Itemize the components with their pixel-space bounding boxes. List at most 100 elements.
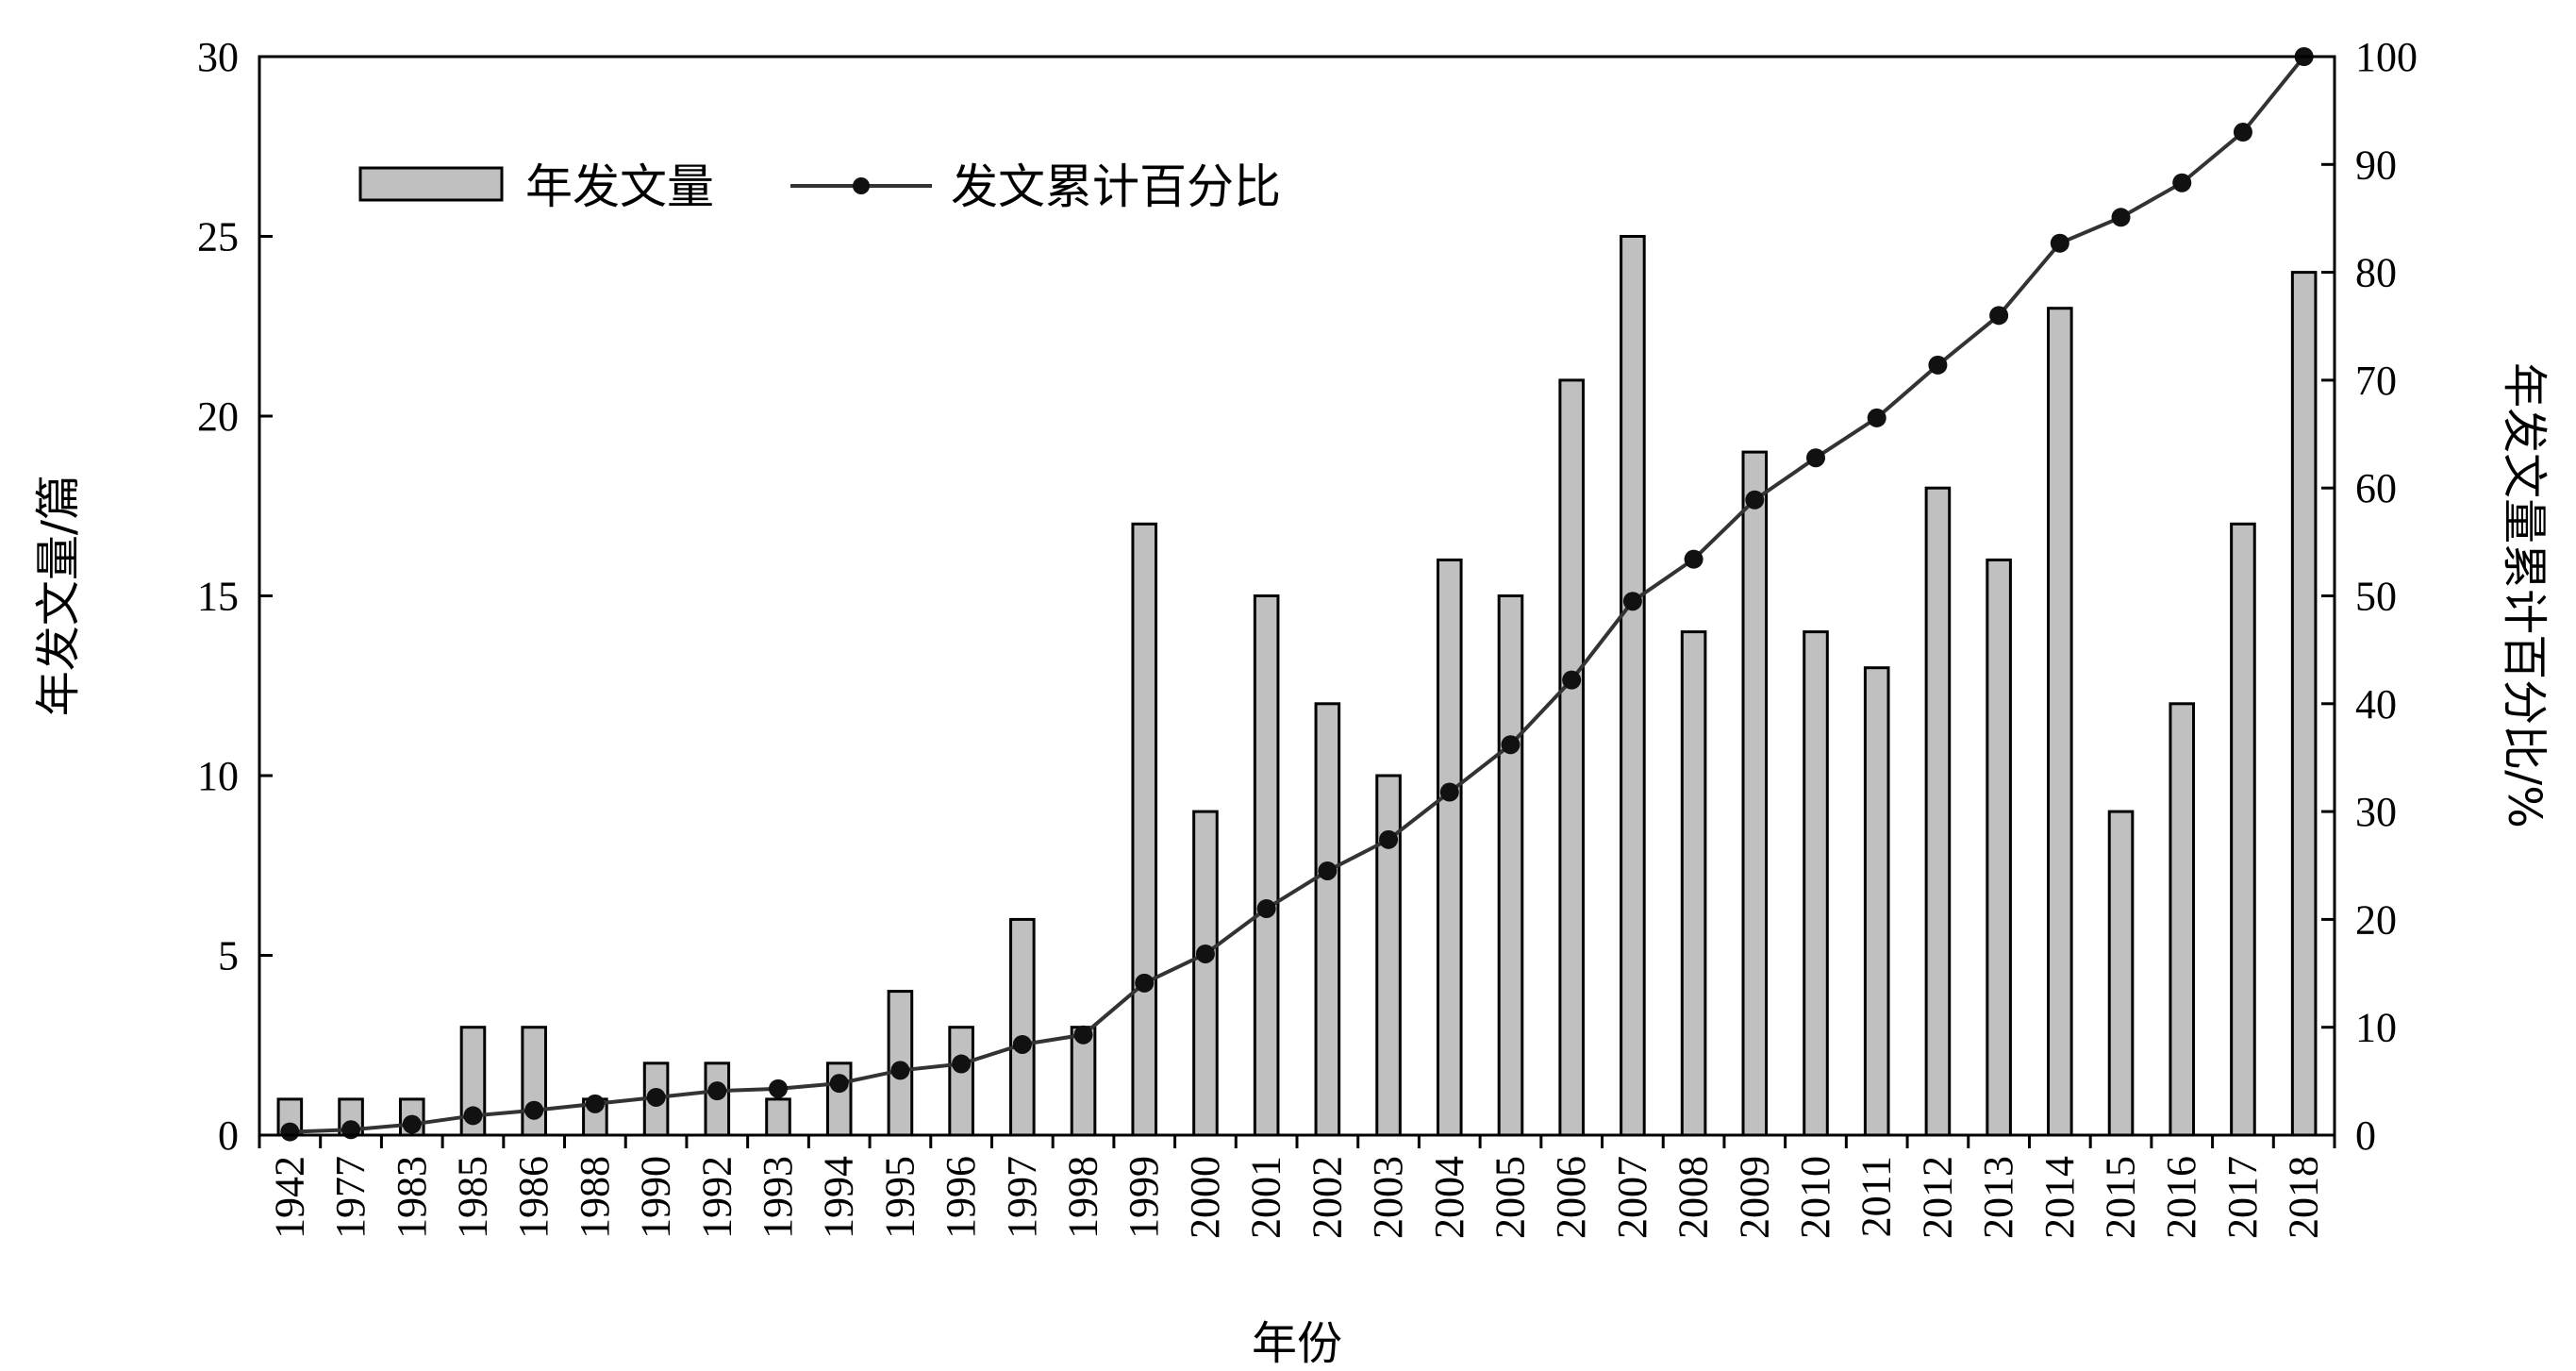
x-tick-label: 1988 [572, 1156, 618, 1239]
y2-tick-label: 70 [2355, 358, 2397, 404]
point-1993 [769, 1078, 788, 1098]
y2-tick-label: 30 [2355, 789, 2397, 835]
left-axis: 0 5 10 15 20 25 30 [197, 34, 273, 1159]
point-1996 [952, 1054, 972, 1074]
point-2016 [2172, 173, 2192, 192]
point-1997 [1012, 1034, 1032, 1054]
x-tick-label: 2009 [1731, 1156, 1777, 1239]
bar-2010 [1803, 630, 1829, 1137]
right-axis: 0 10 20 30 40 50 60 70 80 90 100 [2321, 34, 2418, 1159]
point-1999 [1135, 973, 1155, 993]
point-2013 [1989, 306, 2009, 326]
x-tick-label: 2017 [2219, 1156, 2266, 1239]
bar-1993 [765, 1097, 791, 1137]
x-tick-label: 1977 [327, 1156, 374, 1239]
x-tick-label: 1985 [449, 1156, 495, 1239]
x-tick-label: 2014 [2036, 1156, 2083, 1239]
y-axis-title: 年发文量/篇 [32, 475, 85, 716]
bars-group [276, 235, 2318, 1137]
bar-2015 [2107, 810, 2135, 1137]
point-1995 [890, 1061, 910, 1080]
point-2008 [1684, 549, 1703, 569]
point-2017 [2233, 123, 2252, 142]
x-tick-label: 2003 [1365, 1156, 1411, 1239]
y2-tick-label: 40 [2355, 681, 2397, 727]
bar-2009 [1741, 450, 1769, 1137]
y-tick-label: 20 [197, 393, 239, 440]
bar-2016 [2169, 702, 2196, 1137]
point-2015 [2111, 208, 2131, 227]
bar-2001 [1253, 594, 1280, 1137]
point-2011 [1867, 408, 1886, 427]
y2-tick-label: 50 [2355, 574, 2397, 620]
point-2010 [1806, 448, 1825, 468]
bar-2017 [2230, 522, 2256, 1137]
point-2002 [1318, 861, 1338, 880]
x-tick-label: 2001 [1243, 1156, 1289, 1239]
x-tick-label: 2013 [1975, 1156, 2021, 1239]
x-tick-label: 1997 [999, 1156, 1045, 1239]
point-1942 [280, 1122, 300, 1142]
point-2001 [1256, 898, 1276, 918]
x-axis: 1942 1977 1983 1985 1986 1988 1990 1992 1993 1994… [258, 1135, 2336, 1239]
bar-2012 [1924, 486, 1952, 1137]
y-tick-label: 0 [218, 1112, 239, 1159]
point-2009 [1745, 490, 1765, 510]
point-1986 [524, 1100, 544, 1120]
legend-bar-label: 年发文量 [525, 159, 714, 214]
x-axis-title: 年份 [1252, 1317, 1342, 1370]
x-tick-label: 2005 [1487, 1156, 1533, 1239]
x-tick-label: 2006 [1548, 1156, 1594, 1239]
x-tick-label: 1995 [876, 1156, 922, 1239]
x-tick-label: 2011 [1853, 1156, 1900, 1237]
y-tick-label: 25 [197, 214, 239, 260]
x-tick-label: 1983 [389, 1156, 435, 1239]
legend-bar-swatch [358, 166, 504, 202]
point-1992 [707, 1081, 727, 1101]
x-tick-label: 1986 [510, 1156, 557, 1239]
bar-1992 [704, 1062, 731, 1137]
x-tick-label: 1994 [816, 1156, 862, 1239]
bar-2007 [1620, 235, 1646, 1137]
y2-tick-label: 0 [2355, 1112, 2376, 1159]
legend-line-label: 发文累计百分比 [951, 159, 1281, 214]
point-1998 [1073, 1025, 1093, 1045]
x-tick-label: 1996 [938, 1156, 984, 1239]
line-series-group [280, 47, 2314, 1142]
bar-2002 [1314, 702, 1341, 1137]
x-tick-label: 1999 [1121, 1156, 1167, 1239]
bar-2011 [1863, 666, 1890, 1137]
x-tick-label: 2010 [1792, 1156, 1838, 1239]
point-2012 [1928, 355, 1948, 375]
bar-2000 [1192, 810, 1219, 1137]
x-tick-label: 1998 [1060, 1156, 1106, 1239]
bar-2018 [2290, 271, 2318, 1137]
point-1994 [829, 1074, 849, 1094]
y2-tick-label: 100 [2355, 34, 2418, 80]
bar-2008 [1680, 630, 1707, 1137]
legend: 年发文量 发文累计百分比 [358, 159, 1281, 214]
point-2014 [2050, 233, 2069, 253]
bar-1996 [948, 1026, 974, 1137]
x-tick-label: 1992 [693, 1156, 740, 1239]
point-1983 [402, 1114, 422, 1134]
x-tick-label: 2012 [1914, 1156, 1960, 1239]
y2-tick-label: 60 [2355, 465, 2397, 511]
bar-2014 [2047, 307, 2073, 1137]
y2-tick-label: 80 [2355, 250, 2397, 296]
bar-2003 [1375, 774, 1402, 1137]
x-tick-label: 2000 [1182, 1156, 1228, 1239]
bar-2013 [1986, 558, 2012, 1137]
y2-tick-label: 90 [2355, 142, 2397, 188]
point-1990 [646, 1087, 666, 1107]
bar-1997 [1009, 917, 1036, 1137]
plot-frame [258, 55, 2336, 1137]
bar-1999 [1131, 522, 1158, 1137]
cumulative-percent-line [290, 55, 2306, 1134]
y-tick-label: 10 [197, 753, 239, 799]
x-tick-label: 2015 [2098, 1156, 2144, 1239]
x-tick-label: 2008 [1670, 1156, 1717, 1239]
point-2005 [1501, 735, 1521, 755]
point-2003 [1379, 829, 1399, 849]
